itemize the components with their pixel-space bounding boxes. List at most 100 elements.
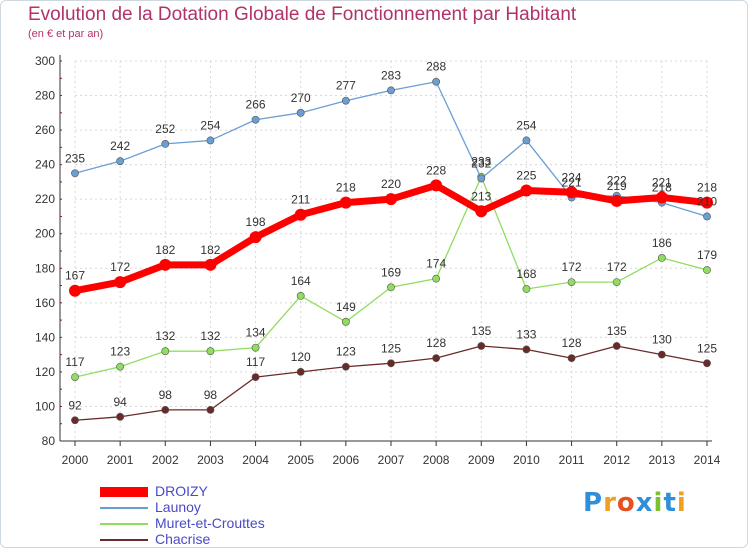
data-point xyxy=(432,354,441,362)
data-point xyxy=(703,212,711,221)
data-label: 219 xyxy=(607,179,627,193)
series-lines xyxy=(69,77,713,425)
y-tick-label: 200 xyxy=(35,227,55,241)
data-point xyxy=(161,347,170,356)
data-point xyxy=(116,412,125,421)
data-label: 92 xyxy=(68,398,82,412)
data-label: 221 xyxy=(562,175,582,189)
data-point xyxy=(296,368,305,376)
data-label: 218 xyxy=(336,181,356,195)
data-point xyxy=(71,169,79,178)
data-label: 172 xyxy=(562,260,582,274)
data-point xyxy=(159,258,172,271)
data-point xyxy=(612,342,621,350)
data-label: 123 xyxy=(336,345,356,359)
data-label: 117 xyxy=(246,355,265,369)
data-label: 228 xyxy=(426,163,446,177)
data-point xyxy=(339,196,352,209)
data-point xyxy=(657,254,666,262)
data-point xyxy=(296,108,305,117)
data-point xyxy=(430,179,443,192)
logo-letter: o xyxy=(616,488,636,518)
data-label: 117 xyxy=(65,355,84,369)
data-label: 167 xyxy=(65,269,85,283)
legend-swatch xyxy=(100,507,148,509)
data-label: 98 xyxy=(159,388,173,402)
data-point xyxy=(296,292,305,300)
data-label: 125 xyxy=(697,341,717,355)
data-label: 270 xyxy=(291,91,311,105)
data-label: 252 xyxy=(155,122,175,136)
data-point xyxy=(522,345,531,354)
data-point xyxy=(612,278,621,286)
data-label: 128 xyxy=(426,336,446,350)
data-point xyxy=(385,193,397,206)
chart-title: Evolution de la Dotation Globale de Fonc… xyxy=(28,4,577,25)
legend-item: Launoy xyxy=(100,499,400,516)
data-label: 168 xyxy=(516,267,536,281)
x-tick-label: 2014 xyxy=(694,453,721,467)
data-label: 233 xyxy=(471,155,491,169)
y-tick-label: 160 xyxy=(35,296,55,310)
x-tick-label: 2000 xyxy=(62,453,89,467)
data-label: 94 xyxy=(113,395,127,409)
chart-subtitle: (en € et par an) xyxy=(28,28,104,40)
logo-letter: i xyxy=(653,488,664,518)
data-point xyxy=(251,373,260,381)
data-point xyxy=(475,205,488,218)
data-label: 222 xyxy=(607,174,627,188)
data-label: 186 xyxy=(652,236,672,250)
x-tick-label: 2013 xyxy=(649,453,676,467)
y-tick-label: 280 xyxy=(35,89,55,103)
data-label: 169 xyxy=(381,265,401,279)
y-tick-label: 180 xyxy=(35,261,55,275)
data-label: 172 xyxy=(607,260,627,274)
x-tick-label: 2007 xyxy=(378,453,405,467)
x-tick-label: 2012 xyxy=(603,453,630,467)
proxiti-logo: Proxiti xyxy=(583,488,687,518)
legend-item: Chacrise xyxy=(100,531,400,548)
legend-item: Muret-et-Crouttes xyxy=(100,515,400,532)
data-label: 134 xyxy=(246,326,266,340)
data-point xyxy=(703,266,711,274)
data-label: 283 xyxy=(381,68,401,82)
logo-letter: r xyxy=(603,488,617,518)
data-label: 224 xyxy=(562,170,582,184)
data-label: 172 xyxy=(110,260,130,274)
legend-label: Muret-et-Crouttes xyxy=(155,515,265,531)
data-point xyxy=(341,362,350,371)
data-label: 254 xyxy=(516,118,536,132)
y-tick-label: 260 xyxy=(35,123,55,137)
data-point xyxy=(251,115,260,124)
data-label: 135 xyxy=(607,324,627,338)
data-label: 125 xyxy=(381,341,401,355)
data-point xyxy=(520,184,533,197)
data-point xyxy=(341,317,350,326)
data-point xyxy=(161,140,170,148)
data-label: 221 xyxy=(652,175,672,189)
data-point xyxy=(294,208,307,221)
data-label: 98 xyxy=(204,388,218,402)
data-label: 254 xyxy=(200,118,220,132)
data-point xyxy=(69,284,81,297)
data-point xyxy=(71,373,79,381)
data-label: 218 xyxy=(697,181,717,195)
data-label: 132 xyxy=(155,329,175,343)
data-label: 198 xyxy=(246,215,266,229)
data-point xyxy=(655,191,668,204)
data-point xyxy=(387,283,395,292)
data-label: 218 xyxy=(652,181,672,195)
data-label: 182 xyxy=(155,243,175,257)
legend-item: DROIZY xyxy=(100,483,400,500)
data-label: 242 xyxy=(110,139,130,153)
data-point xyxy=(204,258,217,271)
data-label: 220 xyxy=(381,177,401,191)
data-point xyxy=(477,174,486,183)
logo-letter: t xyxy=(663,488,677,518)
data-label: 235 xyxy=(65,151,85,165)
data-label: 213 xyxy=(471,189,491,203)
data-label: 130 xyxy=(652,333,672,347)
data-label: 132 xyxy=(200,329,220,343)
